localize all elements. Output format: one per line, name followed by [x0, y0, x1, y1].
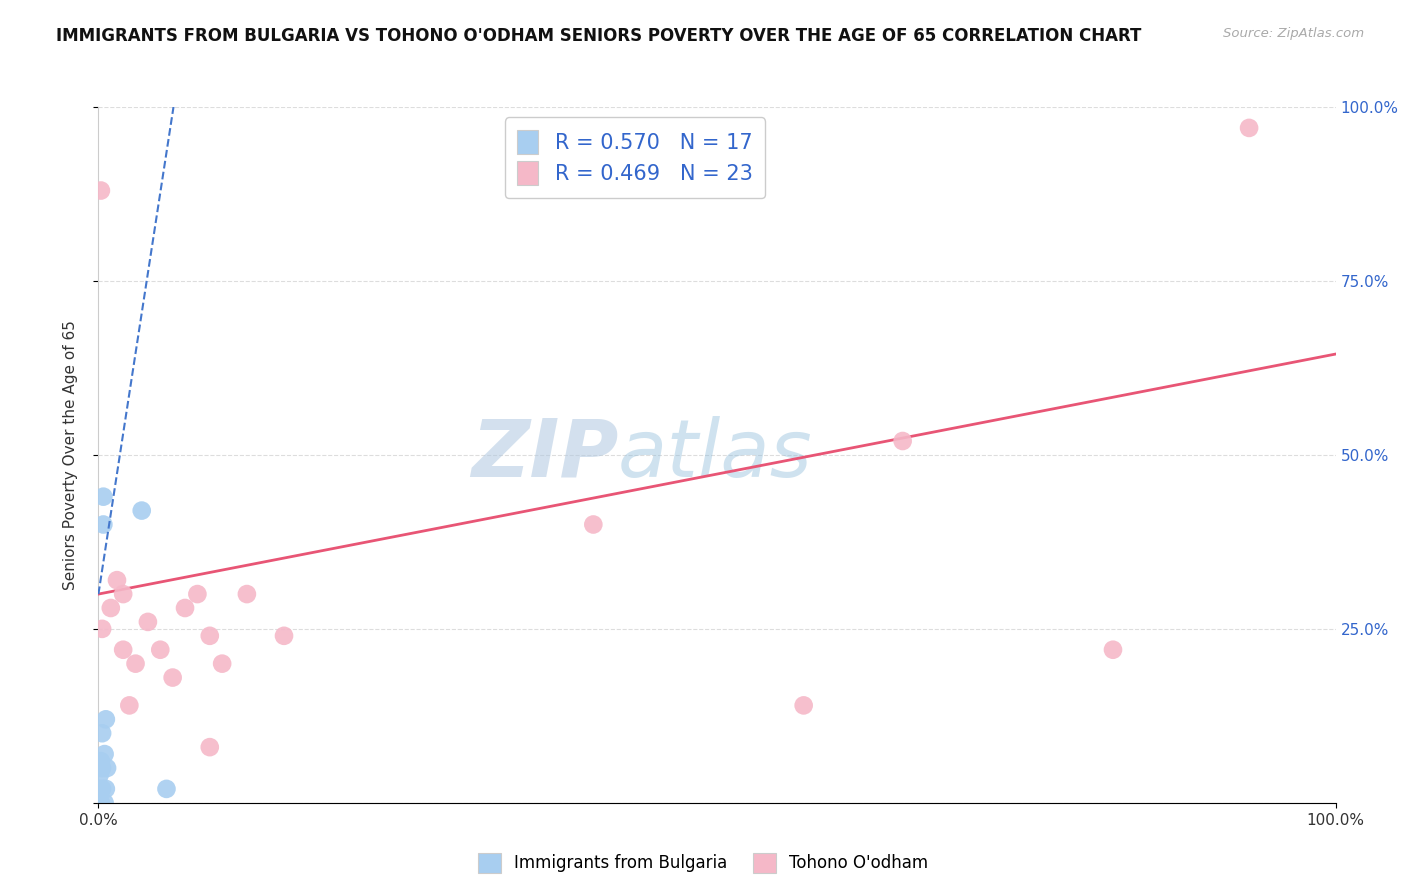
- Point: [100, 601, 122, 615]
- Point: [90, 796, 112, 810]
- Point: [90, 184, 112, 198]
- Point: [87, 781, 110, 796]
- Point: [93, 517, 115, 532]
- Point: [124, 657, 146, 671]
- Point: [1237, 120, 1260, 135]
- Point: [891, 434, 914, 448]
- Point: [93, 490, 115, 504]
- Point: [136, 615, 159, 629]
- Point: [105, 573, 128, 587]
- Point: [793, 698, 815, 713]
- Y-axis label: Seniors Poverty Over the Age of 65: Seniors Poverty Over the Age of 65: [63, 320, 77, 590]
- Point: [174, 601, 197, 615]
- Point: [149, 642, 172, 657]
- Text: Source: ZipAtlas.com: Source: ZipAtlas.com: [1223, 27, 1364, 40]
- Point: [93, 747, 115, 761]
- Point: [94, 781, 117, 796]
- Point: [155, 781, 177, 796]
- Point: [273, 629, 295, 643]
- Text: atlas: atlas: [619, 416, 813, 494]
- Point: [112, 587, 135, 601]
- Point: [1102, 642, 1125, 657]
- Point: [198, 629, 221, 643]
- Text: ZIP: ZIP: [471, 416, 619, 494]
- Point: [118, 698, 141, 713]
- Point: [94, 712, 117, 726]
- Point: [91, 622, 114, 636]
- Point: [112, 642, 135, 657]
- Point: [90, 754, 112, 768]
- Point: [96, 761, 118, 775]
- Point: [162, 671, 184, 685]
- Point: [91, 781, 114, 796]
- Point: [198, 740, 221, 755]
- Legend: R = 0.570   N = 17, R = 0.469   N = 23: R = 0.570 N = 17, R = 0.469 N = 23: [505, 118, 765, 198]
- Point: [211, 657, 233, 671]
- Point: [186, 587, 208, 601]
- Point: [236, 587, 259, 601]
- Point: [131, 503, 153, 517]
- Point: [91, 761, 114, 775]
- Point: [582, 517, 605, 532]
- Point: [89, 768, 111, 782]
- Point: [91, 726, 114, 740]
- Point: [89, 796, 111, 810]
- Point: [93, 796, 115, 810]
- Legend: Immigrants from Bulgaria, Tohono O'odham: Immigrants from Bulgaria, Tohono O'odham: [471, 847, 935, 880]
- Text: IMMIGRANTS FROM BULGARIA VS TOHONO O'ODHAM SENIORS POVERTY OVER THE AGE OF 65 CO: IMMIGRANTS FROM BULGARIA VS TOHONO O'ODH…: [56, 27, 1142, 45]
